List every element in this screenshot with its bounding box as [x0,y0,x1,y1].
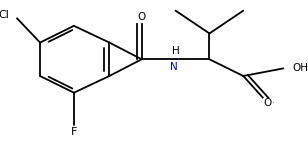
Text: N: N [170,62,178,72]
Text: H: H [172,46,180,56]
Text: Cl: Cl [0,10,9,20]
Text: F: F [71,127,77,137]
Text: OH: OH [292,63,308,73]
Text: O: O [264,98,272,108]
Text: O: O [138,12,146,22]
